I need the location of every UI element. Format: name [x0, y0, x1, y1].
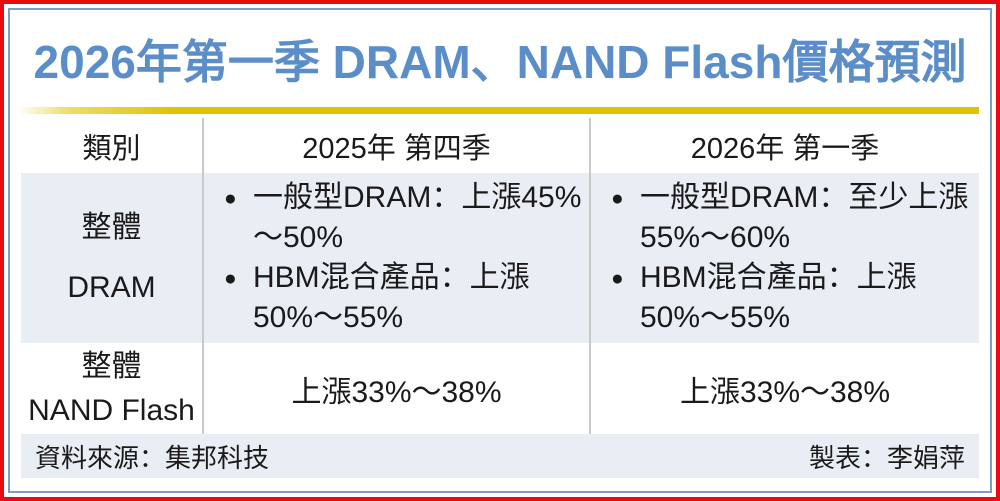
price-forecast-table: 類別 2025年 第四季 2026年 第一季 整體 DRAM ● 一般型DRAM… — [21, 118, 979, 434]
item-text: 55%～60% — [640, 221, 791, 254]
cell-nand-q4-2025: 上漲33%～38% — [202, 343, 589, 434]
content-area: 2026年第一季 DRAM、NAND Flash價格預測 類別 2025年 第四… — [8, 8, 992, 493]
bullet-item: ● HBM混合產品：上漲 50%～55% — [224, 258, 583, 338]
item-text: 50%～55% — [640, 301, 791, 334]
category-text: 整體 — [81, 349, 142, 383]
item-text: HBM混合產品：上漲 — [640, 261, 917, 294]
row-category-dram: 整體 DRAM — [21, 173, 202, 343]
item-text: HBM混合產品：上漲 — [253, 261, 530, 294]
table-credit-label: 製表：李娟萍 — [808, 442, 965, 473]
footer-bar: 資料來源：集邦科技 製表：李娟萍 — [21, 434, 979, 478]
cell-nand-q1-2026: 上漲33%～38% — [589, 343, 979, 434]
item-text: 50%～55% — [253, 301, 404, 334]
item-text: 一般型DRAM：至少上漲 — [640, 181, 969, 214]
bullet-item: ● 一般型DRAM：上漲45% ～50% — [224, 178, 583, 258]
row-category-nand-flash: 整體 NAND Flash — [21, 343, 202, 434]
item-text: 一般型DRAM：上漲45% — [253, 181, 582, 214]
category-text: 整體 — [81, 211, 142, 244]
column-header-category: 類別 — [82, 132, 141, 165]
cell-dram-q1-2026: ● 一般型DRAM：至少上漲 55%～60% ● HBM混合產品：上漲 50%～… — [589, 173, 979, 343]
bullet-icon: ● — [224, 267, 237, 290]
bullet-icon: ● — [224, 187, 237, 210]
column-header-q4-2025: 2025年 第四季 — [202, 118, 589, 173]
category-text: NAND Flash — [28, 393, 195, 427]
title-divider — [21, 107, 979, 114]
bullet-item: ● 一般型DRAM：至少上漲 55%～60% — [611, 178, 973, 258]
bullet-icon: ● — [611, 187, 624, 210]
cell-dram-q4-2025: ● 一般型DRAM：上漲45% ～50% ● HBM混合產品：上漲 50%～55… — [202, 173, 589, 343]
bullet-icon: ● — [611, 267, 624, 290]
bullet-item: ● HBM混合產品：上漲 50%～55% — [611, 258, 973, 338]
category-text: DRAM — [67, 271, 156, 304]
column-header-q1-2026: 2026年 第一季 — [589, 118, 979, 173]
item-text: ～50% — [253, 221, 344, 254]
page-title: 2026年第一季 DRAM、NAND Flash價格預測 — [33, 36, 967, 88]
data-source-label: 資料來源：集邦科技 — [35, 442, 270, 473]
